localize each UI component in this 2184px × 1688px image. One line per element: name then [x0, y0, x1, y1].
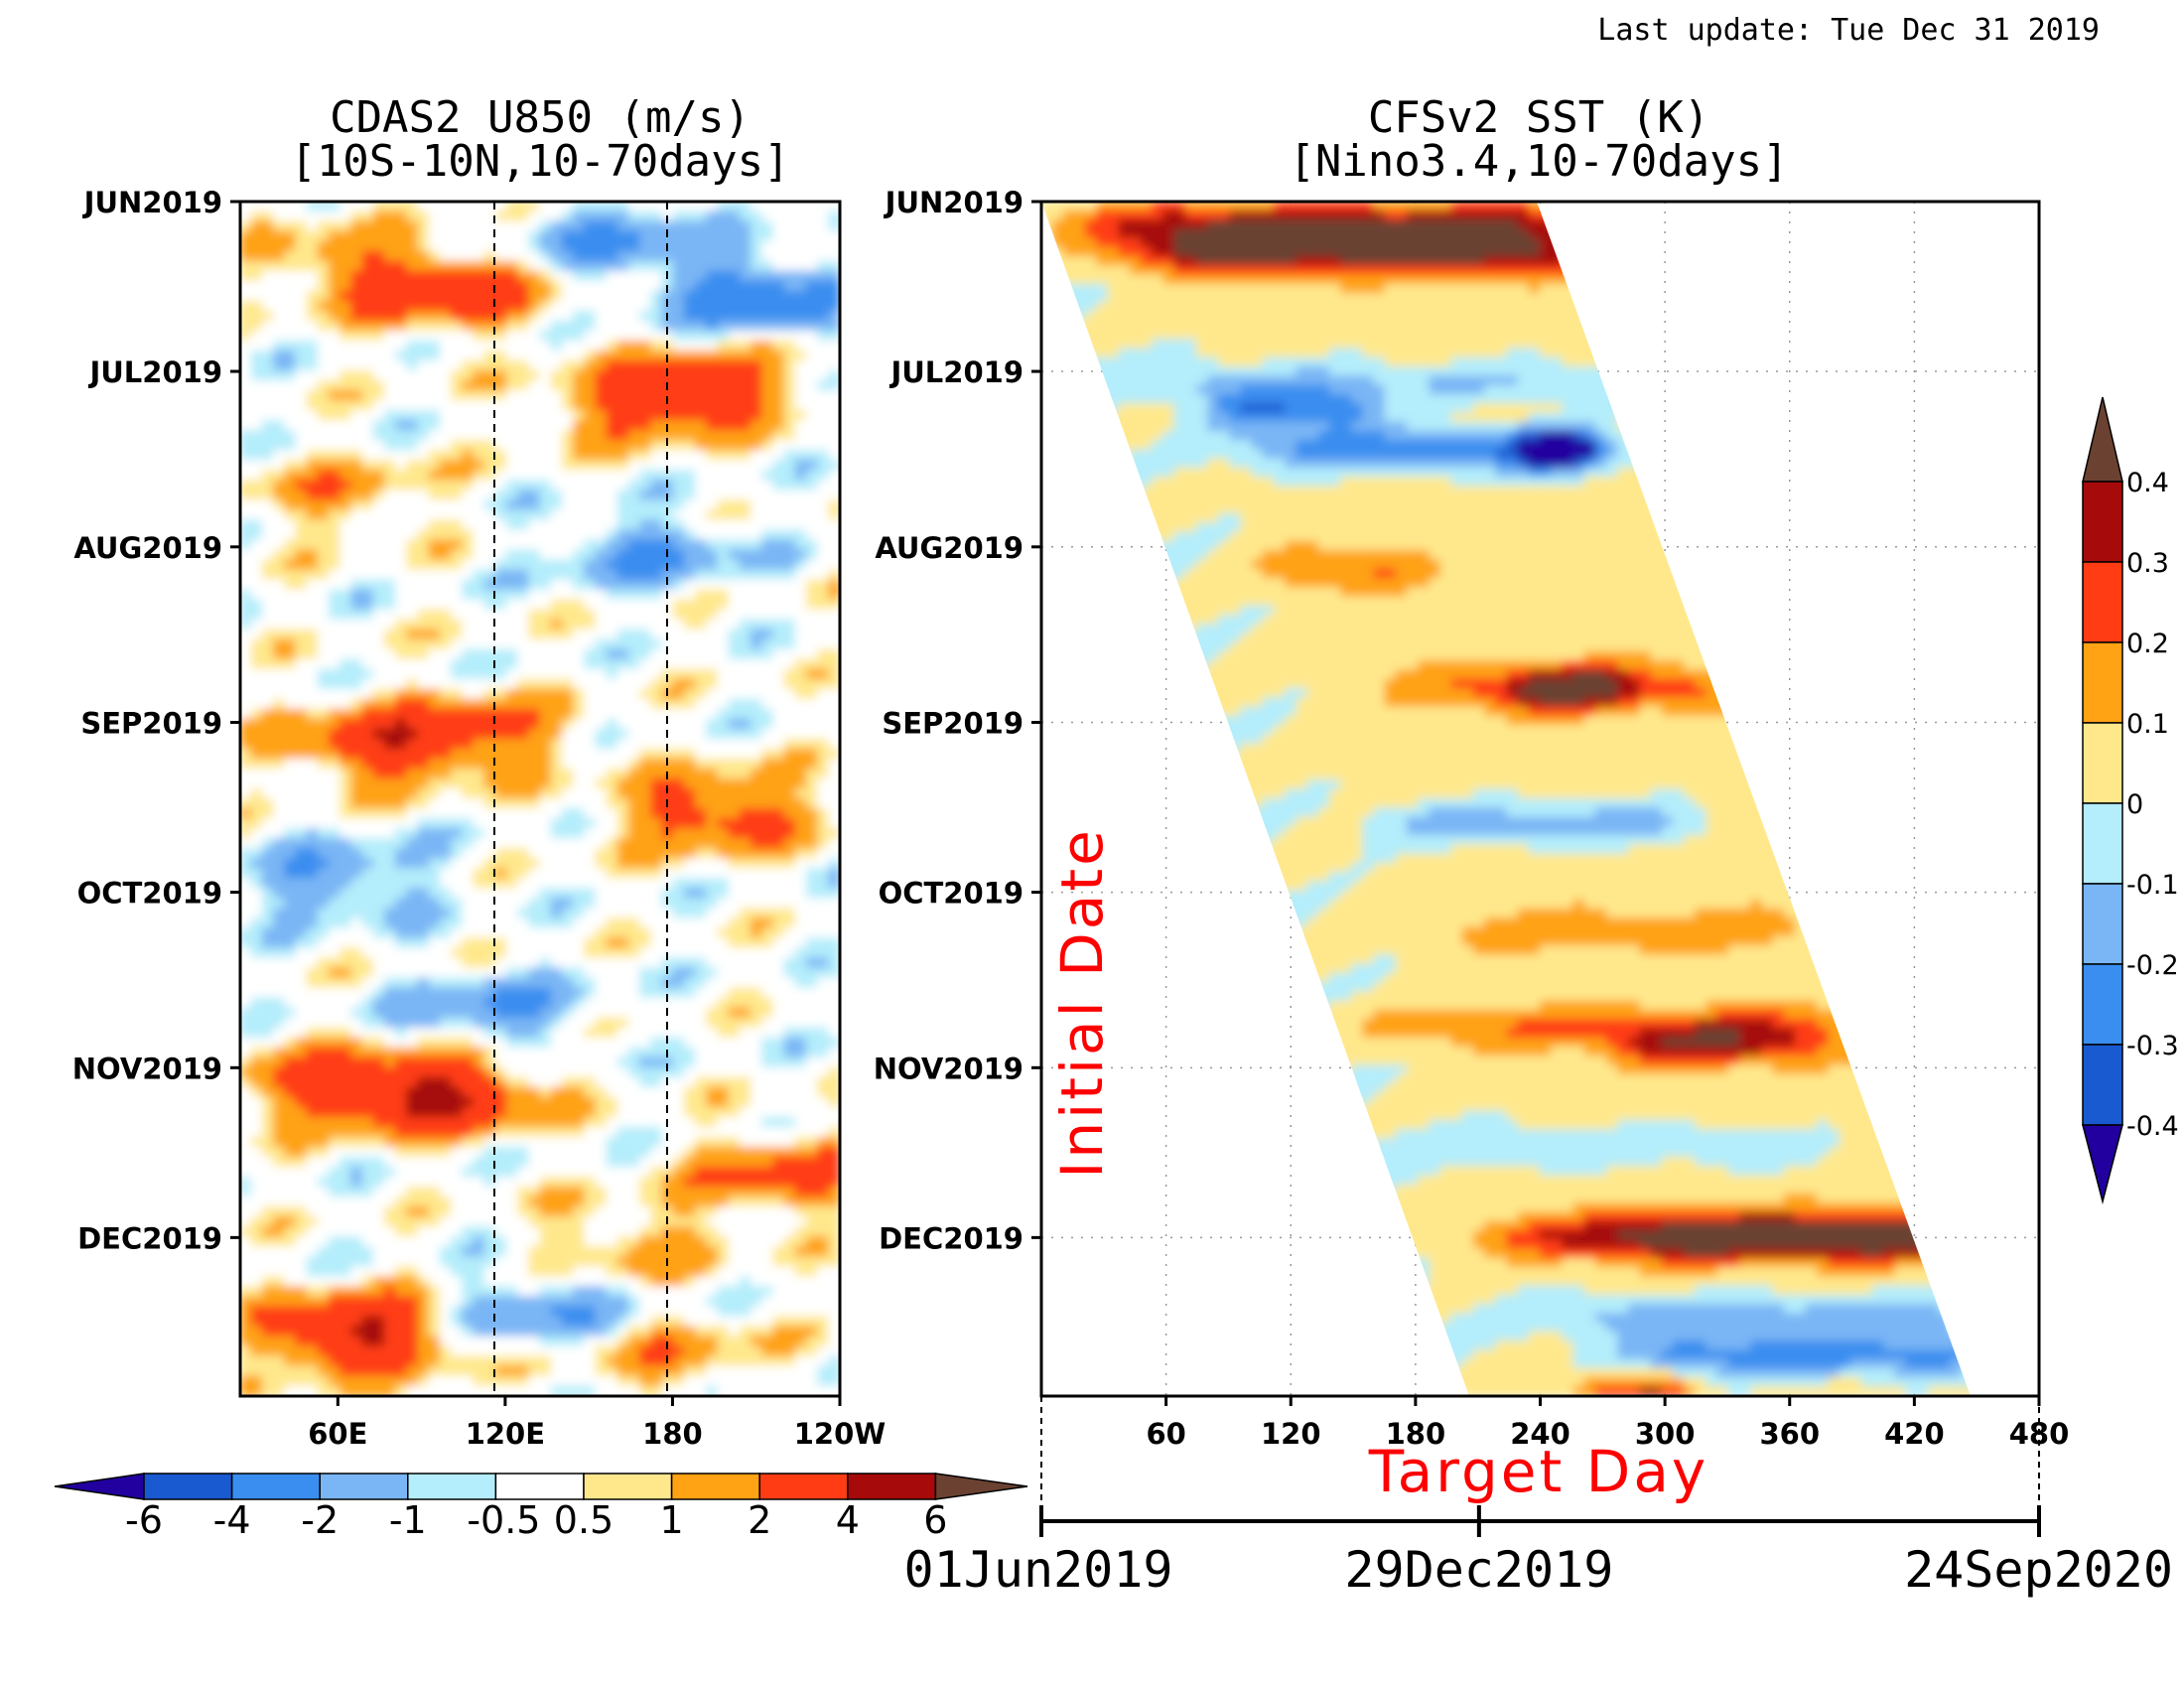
- sst-ytick-label: DEC2019: [879, 1221, 1024, 1255]
- sst-title-line2: [Nino3.4,10-70days]: [1289, 136, 1788, 187]
- u850-ytick-label: AUG2019: [73, 531, 222, 565]
- u850-colorbar-label: 4: [836, 1498, 860, 1542]
- u850-colorbar-swatch: [407, 1473, 497, 1500]
- sst-xtick-label: 180: [1386, 1417, 1446, 1451]
- u850-title-line2: [10S-10N,10-70days]: [290, 136, 789, 187]
- u850-xtick-label: 60E: [308, 1417, 367, 1451]
- u850-colorbar-swatch: [143, 1473, 233, 1500]
- u850-colorbar-swatch: [847, 1473, 937, 1500]
- u850-frame: [238, 200, 842, 1398]
- sst-colorbar-label: -0.3: [2126, 1031, 2179, 1061]
- u850-xtick-label: 120E: [466, 1417, 545, 1451]
- sst-contour-fill: [1041, 202, 1971, 1396]
- u850-colorbar-label: 0.5: [554, 1498, 614, 1542]
- date-axis-label: 29Dec2019: [1344, 1541, 1613, 1599]
- u850-colorbar-max-arrow: [934, 1473, 1028, 1500]
- sst-colorbar-label: -0.1: [2126, 870, 2179, 901]
- sst-xtick-label: 420: [1884, 1417, 1945, 1451]
- sst-ytick-label: JUL2019: [888, 355, 1024, 389]
- sst-title-line1: CFSv2 SST (K): [1368, 92, 1709, 143]
- sst-xtick-label: 240: [1510, 1417, 1570, 1451]
- sst-colorbar-label: -0.4: [2126, 1111, 2179, 1142]
- date-axis-label: 24Sep2020: [1904, 1541, 2173, 1599]
- sst-colorbar-swatch: [2082, 883, 2123, 965]
- sst-colorbar-swatch: [2082, 722, 2123, 804]
- sst-colorbar-swatch: [2082, 481, 2123, 563]
- u850-title-line1: CDAS2 U850 (m/s): [330, 92, 751, 143]
- sst-colorbar-label: 0.1: [2126, 709, 2169, 740]
- sst-y-axis: JUN2019 JUL2019 AUG2019 SEP2019 OCT2019 NOV20…: [874, 186, 1041, 1255]
- sst-colorbar-swatch: [2082, 561, 2123, 643]
- sst-colorbar-label: 0: [2126, 789, 2143, 820]
- u850-colorbar-swatch: [319, 1473, 409, 1500]
- sst-colorbar-swatch: [2082, 1044, 2123, 1126]
- u850-colorbar-label: -4: [213, 1498, 251, 1542]
- sst-colorbar-swatch: [2082, 802, 2123, 885]
- u850-ytick-label: DEC2019: [77, 1221, 222, 1255]
- last-update-text: Last update: Tue Dec 31 2019: [1597, 13, 2100, 48]
- u850-ytick-label: JUN2019: [82, 186, 222, 219]
- sst-date-axis: 01Jun2019 29Dec2019 24Sep2020: [904, 1396, 2173, 1599]
- sst-ytick-label: SEP2019: [882, 707, 1024, 741]
- sst-colorbar: 0.4 0.3 0.2 0.1 0 -0.1 -0.2 -0.3 -0.4: [2082, 396, 2179, 1204]
- sst-x-axis: 60 120 180 240 300 360 420 480: [1146, 1396, 2069, 1451]
- sst-xtick-label: 360: [1759, 1417, 1820, 1451]
- u850-ytick-label: NOV2019: [72, 1052, 222, 1085]
- u850-colorbar-label: 1: [660, 1498, 684, 1542]
- u850-colorbar-swatch: [670, 1473, 760, 1500]
- u850-colorbar-label: 2: [748, 1498, 771, 1542]
- u850-colorbar-label: -0.5: [467, 1498, 540, 1542]
- sst-xtick-label: 300: [1635, 1417, 1696, 1451]
- sst-colorbar-swatch: [2082, 641, 2123, 724]
- u850-heatmap: [240, 202, 840, 1396]
- u850-ytick-label: OCT2019: [77, 877, 222, 911]
- sst-colorbar-label: 0.3: [2126, 548, 2169, 579]
- sst-panel: CFSv2 SST (K) [Nino3.4,10-70days] JUN201…: [874, 92, 2173, 1599]
- sst-colorbar-label: 0.2: [2126, 629, 2169, 659]
- u850-x-axis: 60E 120E 180 120W: [308, 1396, 886, 1451]
- date-axis-label: 01Jun2019: [904, 1541, 1173, 1599]
- u850-colorbar-swatch: [494, 1473, 585, 1500]
- sst-ytick-label: AUG2019: [875, 531, 1024, 565]
- u850-ytick-label: SEP2019: [80, 707, 222, 741]
- u850-colorbar-swatch: [583, 1473, 673, 1500]
- sst-xlabel: Target Day: [1368, 1438, 1708, 1505]
- sst-colorbar-label: 0.4: [2126, 468, 2169, 498]
- u850-y-axis: JUN2019 JUL2019 AUG2019 SEP2019 OCT2019 NOV20…: [72, 186, 240, 1255]
- u850-xtick-label: 120W: [794, 1417, 887, 1451]
- u850-colorbar-label: -2: [301, 1498, 339, 1542]
- u850-colorbar-label: -6: [125, 1498, 163, 1542]
- u850-xtick-label: 180: [642, 1417, 703, 1451]
- u850-colorbar-label: 6: [923, 1498, 947, 1542]
- u850-panel: CDAS2 U850 (m/s) [10S-10N,10-70days] JUN…: [72, 92, 887, 1451]
- u850-colorbar-swatch: [230, 1473, 321, 1500]
- sst-ylabel: Initial Date: [1048, 827, 1116, 1179]
- u850-contour-fill: [240, 202, 840, 1396]
- sst-colorbar-min-arrow: [2082, 1124, 2123, 1204]
- u850-colorbar-swatch: [758, 1473, 849, 1500]
- u850-colorbar: -6 -4 -2 -1 -0.5 0.5 1 2 4 6: [54, 1473, 1028, 1542]
- u850-colorbar-label: -1: [389, 1498, 427, 1542]
- sst-colorbar-max-arrow: [2082, 396, 2123, 483]
- sst-ytick-label: JUN2019: [884, 186, 1024, 219]
- sst-xtick-label: 60: [1146, 1417, 1185, 1451]
- u850-ytick-label: JUL2019: [87, 355, 222, 389]
- sst-heatmap: [1041, 202, 1971, 1396]
- sst-colorbar-label: -0.2: [2126, 950, 2179, 981]
- sst-colorbar-swatch: [2082, 963, 2123, 1046]
- sst-ytick-label: NOV2019: [874, 1052, 1024, 1085]
- sst-ytick-label: OCT2019: [879, 877, 1024, 911]
- u850-colorbar-min-arrow: [54, 1473, 145, 1500]
- sst-xtick-label: 120: [1261, 1417, 1321, 1451]
